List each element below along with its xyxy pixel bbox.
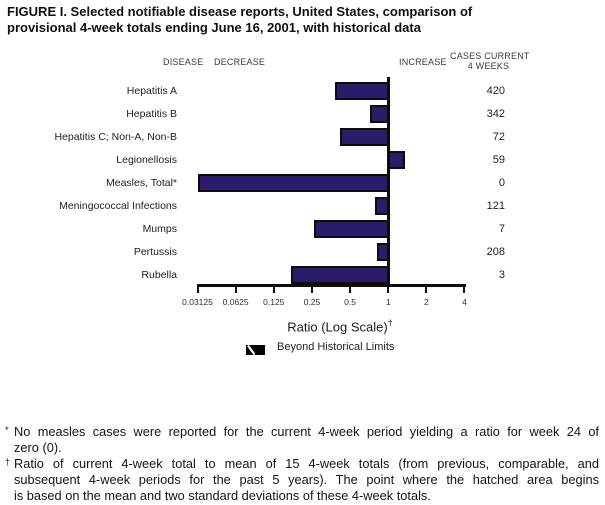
cases-value: 7 (498, 223, 505, 236)
cases-value: 208 (486, 246, 505, 259)
disease-label: Mumps (142, 223, 177, 236)
disease-label: Hepatitis A (126, 84, 177, 97)
cases-value: 3 (498, 269, 505, 282)
figure-title: FIGURE I. Selected notifiable disease re… (7, 4, 599, 36)
footnote-ratio: † Ratio of current 4-week total to mean … (5, 456, 599, 504)
disease-bar (314, 220, 391, 239)
disease-label: Legionellosis (116, 153, 177, 166)
axis-tick (234, 286, 237, 293)
cases-value: 420 (486, 84, 505, 97)
axis-tick (463, 286, 466, 293)
footnotes: * No measles cases were reported for the… (5, 424, 599, 504)
axis-tick-label: 2 (423, 297, 429, 307)
figure-title-line-2: provisional 4-week totals ending June 16… (7, 20, 421, 35)
axis-tick-label: 1 (385, 297, 391, 307)
cases-value: 121 (486, 200, 505, 213)
cases-value: 0 (498, 176, 505, 189)
column-header-cases-line-1: CASES CURRENT (450, 51, 530, 61)
x-axis-title-dagger: † (387, 318, 393, 328)
x-axis-title-text: Ratio (Log Scale) (287, 319, 388, 335)
footnote-line: subsequent 4-week periods for the past 5… (14, 472, 599, 487)
legend-swatch-hatched-icon (246, 342, 265, 356)
x-axis-title: Ratio (Log Scale)† (260, 318, 420, 334)
cases-value: 342 (486, 107, 505, 120)
axis-baseline (196, 283, 467, 287)
disease-bar (388, 150, 405, 169)
axis-tick (387, 286, 390, 293)
axis-tick-label: 0.25 (303, 297, 321, 307)
disease-label: Measles, Total* (105, 176, 177, 189)
axis-tick-label: 4 (462, 297, 467, 307)
footnote-line: Ratio of current 4-week total to mean of… (14, 456, 599, 471)
cases-value: 59 (492, 153, 505, 166)
cases-value: 72 (492, 130, 505, 143)
axis-tick-label: 0.5 (344, 297, 356, 307)
legend-label: Beyond Historical Limits (277, 341, 395, 353)
column-header-cases-line-2: 4 WEEKS (467, 61, 510, 71)
footnote-marker-dagger: † (5, 457, 11, 467)
column-header-disease: DISEASE (163, 57, 204, 67)
disease-bar (334, 81, 391, 100)
footnote-measles: * No measles cases were reported for the… (5, 424, 599, 456)
disease-label: Rubella (141, 269, 177, 282)
disease-label: Meningococcal Infections (59, 200, 177, 213)
axis-tick-label: 0.0625 (222, 297, 249, 307)
footnote-line: zero (0). (14, 440, 62, 455)
footnote-line: No measles cases were reported for the c… (14, 424, 599, 439)
axis-tick-label: 0.125 (263, 297, 285, 307)
axis-tick (310, 286, 313, 293)
axis-tick (349, 286, 352, 293)
footnote-marker-asterisk: * (5, 425, 9, 435)
disease-bar (197, 173, 391, 192)
disease-bar (340, 127, 391, 146)
axis-tick (272, 286, 275, 293)
axis-tick (425, 286, 428, 293)
column-header-increase: INCREASE (399, 57, 447, 67)
axis-tick (196, 286, 199, 293)
footnote-line: is based on the mean and two standard de… (14, 488, 431, 503)
disease-label: Hepatitis B (126, 107, 177, 120)
disease-bar (290, 266, 391, 285)
disease-label: Pertussis (133, 246, 177, 259)
figure-title-line-1: FIGURE I. Selected notifiable disease re… (7, 4, 473, 19)
axis-reference-line (386, 77, 390, 287)
column-header-decrease: DECREASE (214, 57, 266, 67)
axis-tick-label: 0.03125 (182, 297, 213, 307)
disease-label: Hepatitis C; Non-A, Non-B (54, 130, 177, 143)
